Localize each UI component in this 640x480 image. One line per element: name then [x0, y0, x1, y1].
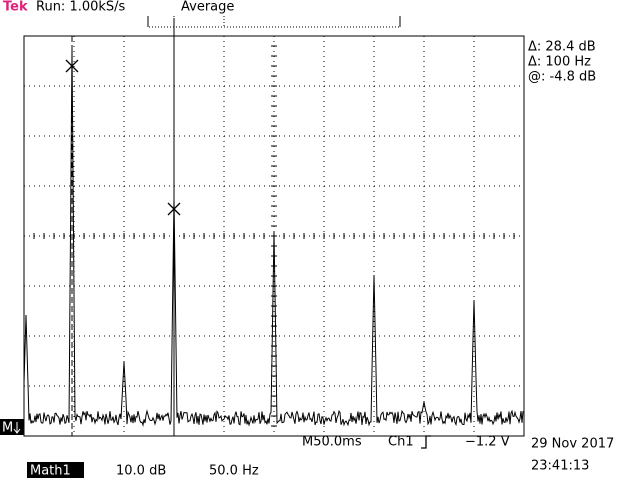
- date: 29 Nov 2017: [531, 437, 614, 452]
- math-span: 50.0 Hz: [209, 464, 259, 479]
- trigger-slope: [421, 435, 431, 449]
- math-label-box: [27, 462, 84, 478]
- trigger-source: Ch1: [388, 435, 414, 450]
- time: 23:41:13: [531, 459, 589, 474]
- math-label: Math1: [30, 464, 71, 479]
- channel-marker-arrow: [13, 422, 21, 434]
- run-status: Run: 1.00kS/s: [36, 0, 126, 15]
- cursor-position: @: -4.8 dB: [528, 70, 596, 85]
- cursor-delta-hz: Δ: 100 Hz: [528, 55, 591, 70]
- trigger-level: −1.2 V: [465, 435, 510, 450]
- brand: Tek: [3, 0, 28, 15]
- record-bracket-ends: [147, 16, 401, 27]
- cursor-delta-db: Δ: 28.4 dB: [528, 40, 596, 55]
- spectrum-trace: [23, 47, 524, 427]
- graticule-border: [23, 35, 525, 437]
- acquisition-mode: Average: [181, 0, 234, 15]
- timebase: M50.0ms: [302, 435, 362, 450]
- channel-marker: M: [2, 421, 13, 436]
- math-scale: 10.0 dB: [116, 464, 166, 479]
